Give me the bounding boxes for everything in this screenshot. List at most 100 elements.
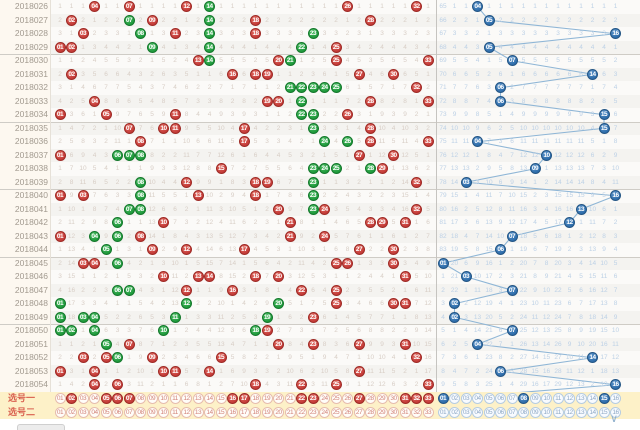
red-number-pick[interactable]: 24 (319, 406, 330, 418)
blue-number-pick[interactable]: 05 (483, 406, 495, 418)
red-number-pick[interactable]: 02 (66, 393, 77, 405)
red-number-pick[interactable]: 29 (376, 393, 388, 405)
red-number-pick[interactable]: 06 (112, 393, 123, 405)
red-number-pick[interactable]: 18 (250, 393, 261, 405)
red-number-pick[interactable]: 22 (296, 393, 307, 405)
red-number-pick[interactable]: 30 (388, 406, 399, 418)
blue-number-pick[interactable]: 09 (529, 393, 541, 405)
blue-number-pick[interactable]: 10 (541, 406, 552, 418)
red-number-pick[interactable]: 19 (261, 406, 273, 418)
blue-number-pick[interactable]: 06 (495, 393, 506, 405)
red-number-pick[interactable]: 14 (204, 406, 215, 418)
red-number-pick[interactable]: 21 (284, 406, 296, 418)
red-number-pick[interactable]: 20 (273, 406, 284, 418)
footer-button[interactable] (17, 424, 65, 430)
red-number-pick[interactable]: 07 (123, 393, 135, 405)
blue-number-pick[interactable]: 11 (552, 406, 564, 418)
blue-number-pick[interactable]: 01 (437, 393, 449, 405)
red-number-pick[interactable]: 28 (365, 393, 376, 405)
red-number-pick[interactable]: 16 (227, 393, 238, 405)
red-number-pick[interactable]: 07 (123, 406, 135, 418)
red-number-pick[interactable]: 03 (77, 406, 89, 418)
blue-number-pick[interactable]: 12 (564, 406, 575, 418)
red-number-pick[interactable]: 09 (146, 406, 158, 418)
blue-number-pick[interactable]: 08 (518, 393, 529, 405)
red-number-pick[interactable]: 04 (89, 406, 100, 418)
blue-number-pick[interactable]: 13 (575, 393, 587, 405)
red-number-pick[interactable]: 15 (215, 406, 227, 418)
red-number-pick[interactable]: 08 (135, 406, 146, 418)
red-number-pick[interactable]: 19 (261, 393, 273, 405)
red-number-pick[interactable]: 25 (330, 393, 342, 405)
blue-number-pick[interactable]: 13 (575, 406, 587, 418)
red-number-pick[interactable]: 13 (192, 393, 204, 405)
blue-number-pick[interactable]: 04 (472, 393, 483, 405)
red-number-pick[interactable]: 30 (388, 393, 399, 405)
red-number-pick[interactable]: 25 (330, 406, 342, 418)
red-number-pick[interactable]: 01 (54, 406, 66, 418)
blue-number-pick[interactable]: 14 (587, 393, 598, 405)
blue-number-pick[interactable]: 15 (598, 406, 610, 418)
blue-number-pick[interactable]: 07 (506, 406, 518, 418)
red-number-pick[interactable]: 17 (238, 393, 250, 405)
blue-number-pick[interactable]: 14 (587, 406, 598, 418)
blue-number-pick[interactable]: 12 (564, 393, 575, 405)
red-number-pick[interactable]: 06 (112, 406, 123, 418)
blue-number-pick[interactable]: 03 (460, 406, 472, 418)
red-number-pick[interactable]: 33 (422, 393, 434, 405)
red-number-pick[interactable]: 11 (169, 406, 181, 418)
blue-number-pick[interactable]: 08 (518, 406, 529, 418)
red-number-pick[interactable]: 05 (100, 406, 112, 418)
red-number-pick[interactable]: 20 (273, 393, 284, 405)
red-number-pick[interactable]: 21 (284, 393, 296, 405)
red-number-pick[interactable]: 15 (215, 393, 227, 405)
blue-number-pick[interactable]: 07 (506, 393, 518, 405)
red-number-pick[interactable]: 31 (399, 393, 411, 405)
blue-number-pick[interactable]: 16 (610, 406, 621, 418)
blue-number-pick[interactable]: 03 (460, 393, 472, 405)
red-number-pick[interactable]: 04 (89, 393, 100, 405)
red-number-pick[interactable]: 28 (365, 406, 376, 418)
blue-number-pick[interactable]: 16 (610, 393, 621, 405)
blue-number-pick[interactable]: 10 (541, 393, 552, 405)
red-number-pick[interactable]: 33 (422, 406, 434, 418)
red-number-pick[interactable]: 32 (411, 406, 422, 418)
red-number-pick[interactable]: 17 (238, 406, 250, 418)
red-number-pick[interactable]: 01 (54, 393, 66, 405)
red-number-pick[interactable]: 08 (135, 393, 146, 405)
chevron-down-icon[interactable]: ∨ (609, 413, 619, 425)
red-number-pick[interactable]: 10 (158, 406, 169, 418)
blue-number-pick[interactable]: 02 (449, 393, 460, 405)
red-number-pick[interactable]: 16 (227, 406, 238, 418)
red-number-pick[interactable]: 09 (146, 393, 158, 405)
red-number-pick[interactable]: 31 (399, 406, 411, 418)
red-number-pick[interactable]: 12 (181, 406, 192, 418)
red-number-pick[interactable]: 27 (353, 406, 365, 418)
red-number-pick[interactable]: 26 (342, 406, 353, 418)
blue-number-pick[interactable]: 04 (472, 406, 483, 418)
red-number-pick[interactable]: 14 (204, 393, 215, 405)
red-number-pick[interactable]: 13 (192, 406, 204, 418)
red-number-pick[interactable]: 10 (158, 393, 169, 405)
red-number-pick[interactable]: 24 (319, 393, 330, 405)
red-number-pick[interactable]: 26 (342, 393, 353, 405)
red-number-pick[interactable]: 29 (376, 406, 388, 418)
red-number-pick[interactable]: 22 (296, 406, 307, 418)
blue-number-pick[interactable]: 02 (449, 406, 460, 418)
blue-number-pick[interactable]: 05 (483, 393, 495, 405)
blue-number-pick[interactable]: 01 (437, 406, 449, 418)
red-number-pick[interactable]: 05 (100, 393, 112, 405)
red-number-pick[interactable]: 11 (169, 393, 181, 405)
red-number-pick[interactable]: 12 (181, 393, 192, 405)
blue-number-pick[interactable]: 11 (552, 393, 564, 405)
red-number-pick[interactable]: 27 (353, 393, 365, 405)
red-number-pick[interactable]: 32 (411, 393, 422, 405)
red-number-pick[interactable]: 23 (307, 406, 319, 418)
red-number-pick[interactable]: 18 (250, 406, 261, 418)
red-number-pick[interactable]: 03 (77, 393, 89, 405)
red-number-pick[interactable]: 02 (66, 406, 77, 418)
red-number-pick[interactable]: 23 (307, 393, 319, 405)
blue-number-pick[interactable]: 06 (495, 406, 506, 418)
blue-number-pick[interactable]: 09 (529, 406, 541, 418)
blue-number-pick[interactable]: 15 (598, 393, 610, 405)
